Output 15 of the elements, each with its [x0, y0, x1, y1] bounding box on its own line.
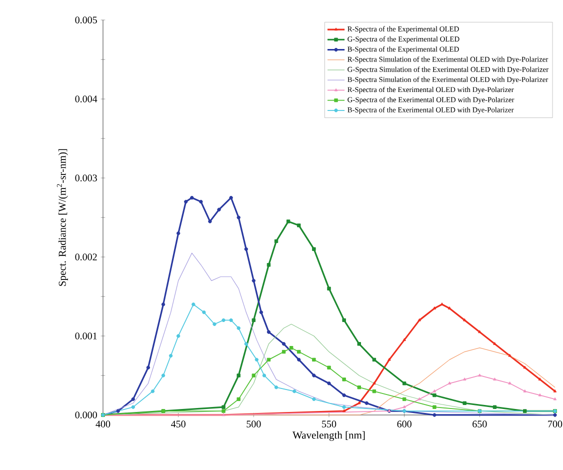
x-tick-label: 450 — [171, 420, 186, 428]
y-axis-title: Spect. Radiance [W/(m$^{2}$-sr-nm)] — [56, 149, 68, 286]
y-tick-label: 0.002 — [75, 254, 97, 260]
y-tick-label: 0.001 — [75, 332, 97, 340]
x-tick-label: 500 — [246, 420, 261, 428]
x-tick-label: 650 — [472, 420, 487, 428]
x-tick-label: 600 — [397, 420, 412, 428]
y-tick-label: 0.003 — [75, 174, 97, 182]
y-tick-label: 0.004 — [75, 96, 98, 102]
x-tick-label: 400 — [96, 420, 110, 428]
x-tick-label: 700 — [548, 420, 562, 428]
y-tick-label: 0.000 — [75, 412, 97, 418]
x-tick-label: 550 — [322, 420, 336, 428]
x-axis-title: Wavelength [nm] — [292, 431, 365, 441]
y-tick-label: 0.005 — [75, 16, 97, 24]
